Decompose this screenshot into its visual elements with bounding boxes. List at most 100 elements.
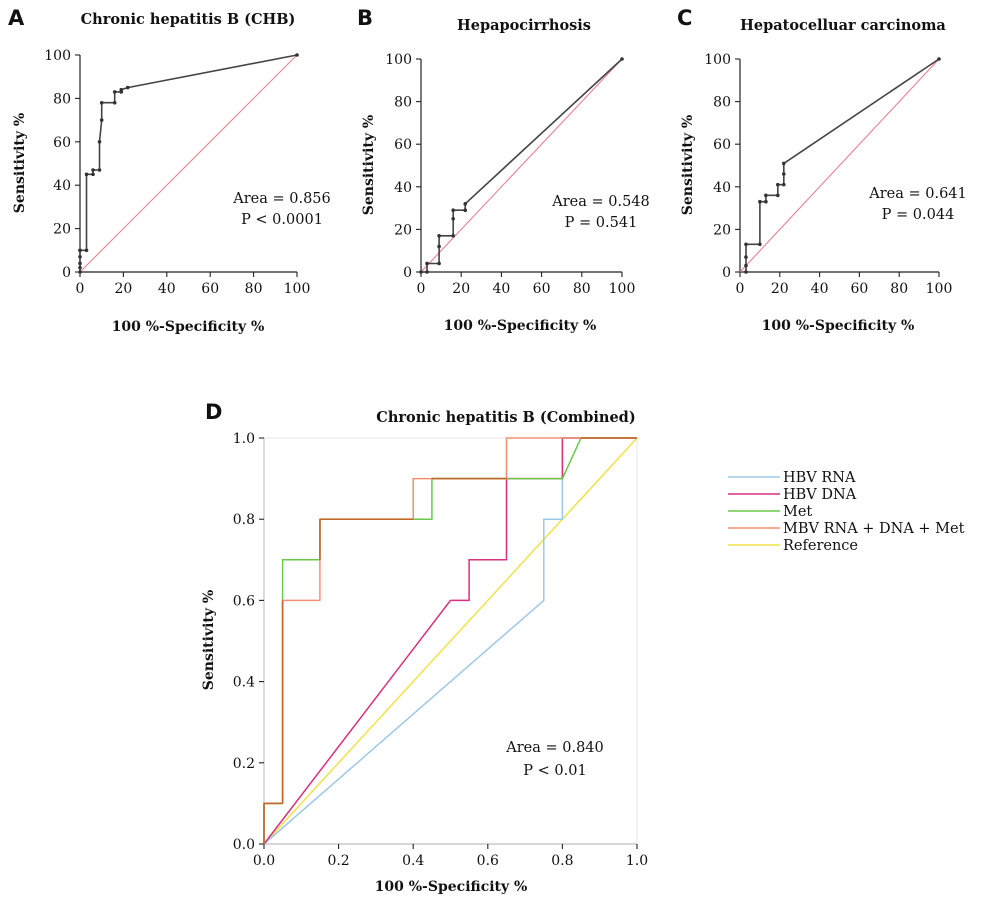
panel-b-xtick-label: 20	[452, 281, 470, 297]
legend-label-hbv-dna: HBV DNA	[783, 487, 857, 503]
panel-d-ytick-label: 0.4	[233, 675, 255, 691]
panel-a-xtick-label: 100	[284, 281, 311, 297]
panel-c-xtick-label: 40	[811, 281, 829, 297]
panel-c-roc-point	[744, 270, 748, 274]
panel-c-ylabel: Sensitivity %	[680, 115, 696, 215]
panel-b-reference-line	[420, 58, 623, 273]
series-line-reference	[263, 437, 638, 845]
panel-b-roc-point	[463, 202, 468, 206]
panel-c-reference-line	[739, 58, 940, 273]
panel-b-title: Hepapocirrhosis	[457, 17, 591, 34]
panel-d-axes: 0.0 0.2 0.4 0.6 0.8 1.0 0.0 0.2 0.4 0.6 0.8 1.0	[233, 431, 648, 869]
panel-c-axes: 0 20 40 60 80 100 0 20 40 60 80 100	[704, 52, 952, 297]
panel-c-xtick-label: 80	[890, 281, 908, 297]
panel-d-ytick-label: 0.2	[233, 756, 255, 772]
legend-label-reference: Reference	[783, 538, 858, 554]
panel-c-xlabel: 100 %-Specificity %	[762, 318, 915, 334]
panel-c-ytick-label: 20	[713, 222, 731, 238]
panel-c-roc-point	[758, 199, 762, 204]
panel-d-title: Chronic hepatitis B (Combined)	[376, 409, 635, 426]
panel-d-ytick-label: 0.0	[233, 837, 255, 853]
panel-b-roc-point	[425, 261, 429, 266]
panel-a-title: Chronic hepatitis B (CHB)	[81, 11, 296, 28]
panel-a-roc-point	[119, 87, 124, 92]
panel-letter-a: A	[8, 6, 25, 30]
panel-a-roc-point	[295, 53, 299, 57]
panel-b-ylabel: Sensitivity %	[361, 115, 377, 215]
panel-b-roc-point	[425, 270, 429, 274]
panel-c-roc-point	[744, 263, 748, 268]
panel-c-roc-point	[764, 199, 768, 204]
panel-a-xtick-label: 80	[245, 281, 263, 297]
panel-a-roc-point	[112, 100, 117, 105]
panel-a-roc-point	[99, 100, 104, 105]
panel-b-area-label: Area = 0.548	[551, 194, 650, 210]
panel-b-roc-point	[419, 270, 423, 274]
panel-a-area-label: Area = 0.856	[232, 191, 331, 207]
panel-a-roc-point	[78, 261, 82, 266]
panel-a-ytick-label: 40	[53, 178, 71, 194]
panel-c-ytick-label: 40	[713, 180, 731, 196]
panel-b-roc-point	[451, 216, 455, 221]
panel-d-frame	[263, 437, 638, 845]
panel-a-ytick-label: 20	[53, 222, 71, 238]
panel-b-ytick-label: 40	[394, 180, 412, 196]
legend-label-hbv-rna: HBV RNA	[783, 470, 856, 486]
panel-b-xlabel: 100 %-Specificity %	[444, 318, 597, 334]
legend-label-met: Met	[783, 504, 812, 520]
panel-c-pvalue-label: P = 0.044	[882, 207, 955, 223]
panel-c-roc-point	[937, 57, 941, 61]
panel-c-title: Hepatocelluar carcinoma	[740, 17, 946, 34]
panel-b-roc-point	[437, 233, 441, 238]
panel-d-ytick-label: 1.0	[233, 431, 255, 447]
panel-a: A Chronic hepatitis B (CHB) 100 %-Specif…	[8, 6, 331, 335]
panel-b-ytick-label: 100	[385, 52, 412, 68]
panel-c-xtick-label: 0	[736, 281, 745, 297]
panel-a-ytick-label: 100	[44, 48, 71, 64]
panel-d-ylabel: Sensitivity %	[201, 590, 217, 690]
panel-b-roc-point	[620, 57, 624, 61]
panel-a-roc-point	[78, 270, 82, 274]
panel-b-roc-point	[451, 208, 455, 213]
panel-b-xtick-label: 100	[609, 281, 636, 297]
panel-c-roc-point	[781, 161, 786, 166]
panel-c-roc-point	[744, 255, 748, 259]
panel-a-xtick-label: 20	[114, 281, 132, 297]
panel-c-area-label: Area = 0.641	[868, 186, 967, 202]
panel-a-roc-point	[97, 168, 102, 172]
panel-a-roc-point	[97, 140, 102, 144]
panel-c-xtick-label: 60	[850, 281, 868, 297]
panel-a-xtick-label: 40	[158, 281, 176, 297]
panel-b-ytick-label: 80	[394, 95, 412, 111]
panel-letter-c: C	[677, 6, 692, 30]
panel-b-roc-point	[463, 208, 468, 213]
panel-c-roc-point	[781, 172, 786, 176]
panel-a-roc-point	[84, 248, 89, 253]
panel-b-axes: 0 20 40 60 80 100 0 20 40 60 80 100	[385, 52, 635, 297]
panel-a-pvalue-label: P < 0.0001	[241, 212, 323, 228]
panel-c-ytick-label: 100	[704, 52, 731, 68]
panel-c-roc-point	[744, 242, 748, 247]
panel-c-roc-point	[776, 182, 780, 187]
panel-d-xtick-label: 0.6	[477, 853, 499, 869]
panel-a-reference-line	[79, 54, 298, 273]
panel-b-xtick-label: 40	[492, 281, 510, 297]
panel-d-ytick-label: 0.6	[233, 593, 255, 609]
panel-c-ytick-label: 0	[722, 265, 731, 281]
panel-a-xtick-label: 0	[76, 281, 85, 297]
panel-a-axes: 0 20 40 60 80 100 0 20 40 60 80 100	[44, 48, 310, 297]
panel-d-xtick-label: 0.2	[327, 853, 349, 869]
panel-a-roc-point	[78, 265, 82, 270]
panel-a-roc-point	[84, 172, 89, 177]
panel-d-area-label: Area = 0.840	[505, 740, 604, 756]
panel-c-roc-point	[758, 242, 762, 247]
panel-a-ytick-label: 80	[53, 91, 71, 107]
panel-a-ylabel: Sensitivity %	[12, 113, 28, 213]
panel-a-ytick-label: 0	[62, 265, 71, 281]
panel-b-ytick-label: 0	[403, 265, 412, 281]
panel-c: C Hepatocelluar carcinoma 100 %-Specific…	[677, 6, 967, 334]
panel-a-roc-point	[78, 255, 82, 259]
panel-b-ytick-label: 20	[394, 222, 412, 238]
